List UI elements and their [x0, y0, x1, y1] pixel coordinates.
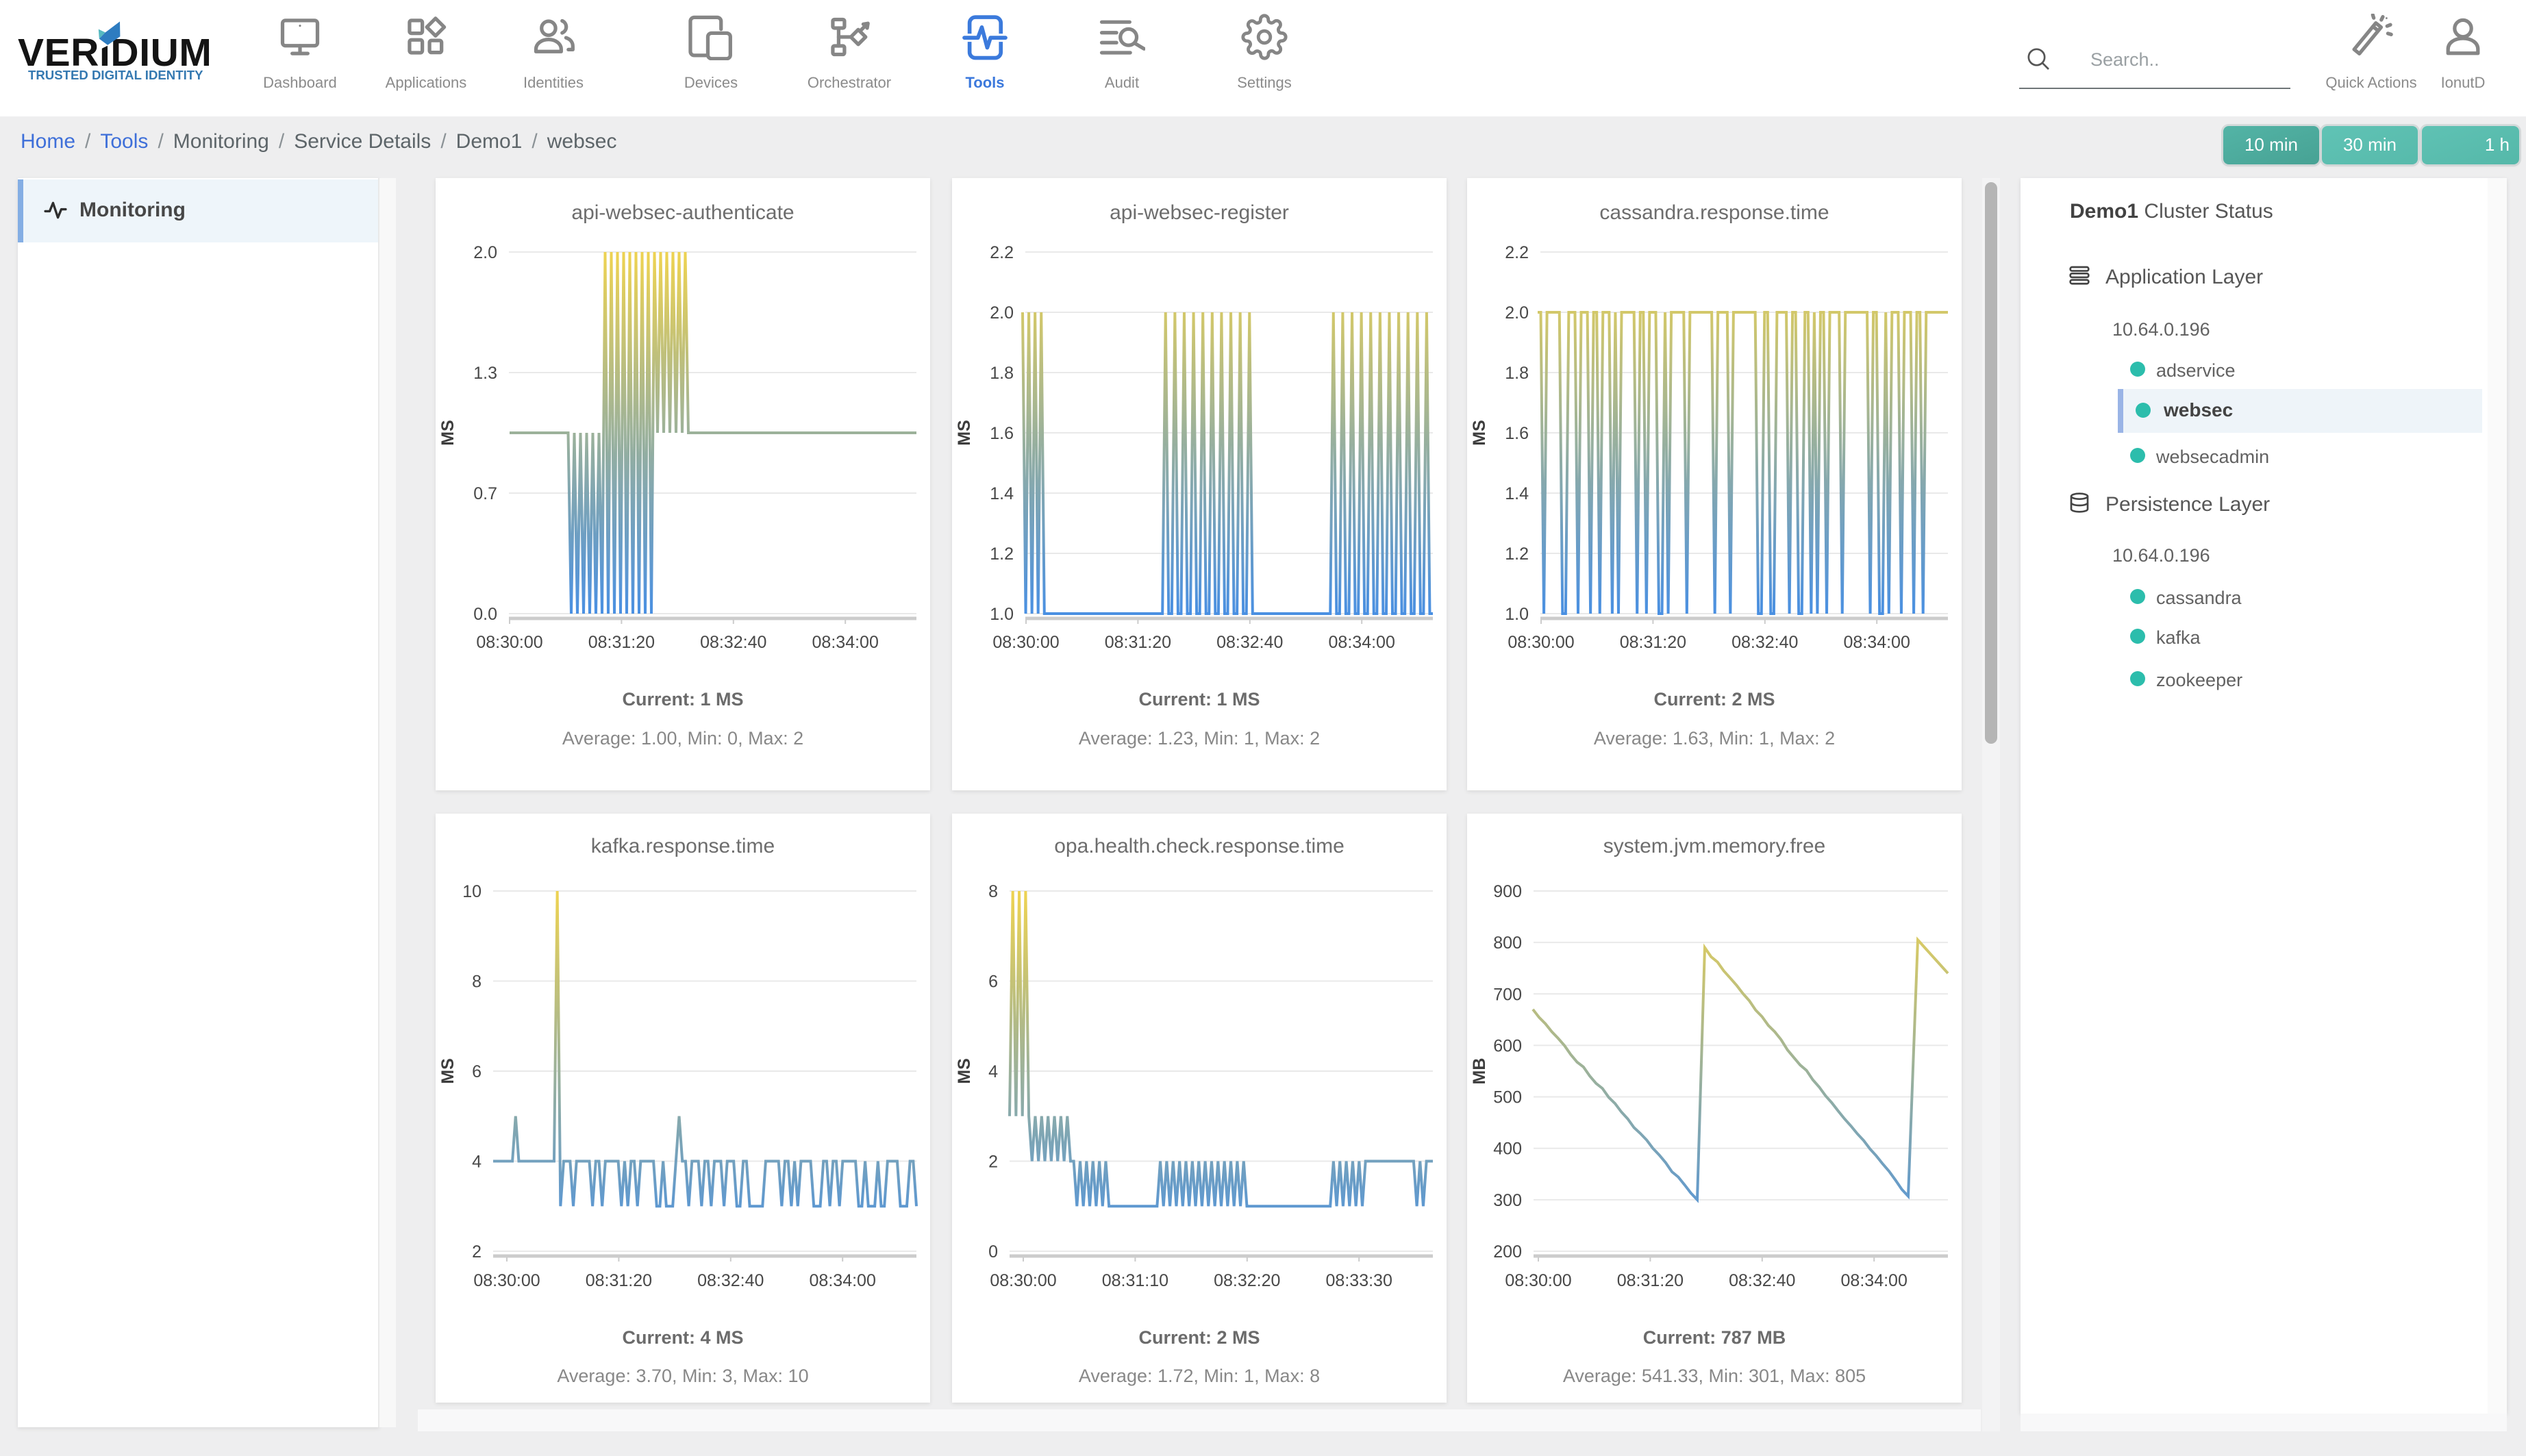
svg-text:api-websec-authenticate: api-websec-authenticate: [571, 201, 794, 224]
svg-text:Average: 541.33, Min: 301, Max: Average: 541.33, Min: 301, Max: 805: [1563, 1365, 1866, 1385]
svg-text:08:34:00: 08:34:00: [810, 1270, 876, 1290]
svg-text:08:32:40: 08:32:40: [697, 1270, 764, 1290]
svg-text:Current: 2 MS: Current: 2 MS: [1653, 689, 1775, 710]
svg-text:MS: MS: [1470, 420, 1489, 446]
svg-text:08:30:00: 08:30:00: [1505, 1270, 1571, 1290]
svg-text:cassandra.response.time: cassandra.response.time: [1599, 201, 1829, 224]
svg-text:08:31:20: 08:31:20: [588, 633, 655, 652]
svg-text:MS: MS: [438, 1057, 458, 1083]
svg-text:0.7: 0.7: [473, 484, 497, 503]
svg-text:08:31:20: 08:31:20: [1620, 633, 1686, 652]
svg-text:Average: 3.70, Min: 3, Max: 10: Average: 3.70, Min: 3, Max: 10: [557, 1365, 808, 1385]
svg-text:0: 0: [988, 1242, 997, 1261]
svg-text:08:33:30: 08:33:30: [1325, 1270, 1392, 1290]
svg-text:08:30:00: 08:30:00: [992, 633, 1058, 652]
svg-text:4: 4: [472, 1152, 482, 1171]
svg-text:08:31:20: 08:31:20: [1104, 633, 1171, 652]
svg-text:08:34:00: 08:34:00: [812, 633, 879, 652]
svg-text:MB: MB: [1470, 1057, 1489, 1084]
svg-text:1.4: 1.4: [1505, 484, 1529, 503]
svg-text:1.0: 1.0: [1505, 605, 1529, 624]
svg-text:system.jvm.memory.free: system.jvm.memory.free: [1603, 834, 1825, 857]
svg-text:MS: MS: [438, 420, 458, 446]
svg-text:Current: 1 MS: Current: 1 MS: [622, 689, 743, 710]
svg-text:Average: 1.00, Min: 0, Max: 2: Average: 1.00, Min: 0, Max: 2: [562, 728, 803, 749]
svg-text:08:34:00: 08:34:00: [1844, 633, 1910, 652]
svg-text:08:32:40: 08:32:40: [1731, 633, 1798, 652]
svg-text:4: 4: [988, 1062, 997, 1081]
svg-text:8: 8: [988, 881, 997, 901]
svg-text:08:30:00: 08:30:00: [989, 1270, 1055, 1290]
svg-text:08:30:00: 08:30:00: [476, 633, 542, 652]
svg-text:2.0: 2.0: [1505, 303, 1529, 323]
svg-text:1.2: 1.2: [989, 544, 1013, 564]
svg-text:1.0: 1.0: [989, 605, 1013, 624]
svg-text:6: 6: [988, 972, 997, 991]
svg-text:6: 6: [472, 1062, 482, 1081]
svg-text:200: 200: [1493, 1242, 1522, 1261]
svg-text:1.3: 1.3: [473, 364, 497, 383]
svg-text:2.0: 2.0: [473, 243, 497, 262]
svg-text:2.2: 2.2: [1505, 243, 1529, 262]
svg-text:08:32:40: 08:32:40: [1216, 633, 1282, 652]
svg-text:Current: 1 MS: Current: 1 MS: [1138, 689, 1259, 710]
svg-text:08:32:40: 08:32:40: [1729, 1270, 1795, 1290]
svg-text:08:30:00: 08:30:00: [473, 1270, 540, 1290]
svg-text:opa.health.check.response.time: opa.health.check.response.time: [1053, 834, 1344, 857]
svg-text:1.2: 1.2: [1505, 544, 1529, 564]
svg-text:08:31:10: 08:31:10: [1101, 1270, 1168, 1290]
svg-text:600: 600: [1493, 1035, 1522, 1055]
svg-text:1.4: 1.4: [989, 484, 1013, 503]
svg-text:2: 2: [988, 1152, 997, 1171]
svg-text:Current: 787 MB: Current: 787 MB: [1643, 1327, 1786, 1347]
svg-text:08:31:20: 08:31:20: [586, 1270, 652, 1290]
svg-text:Average: 1.23, Min: 1, Max: 2: Average: 1.23, Min: 1, Max: 2: [1078, 728, 1319, 749]
svg-text:0.0: 0.0: [473, 605, 497, 624]
svg-text:2.2: 2.2: [989, 243, 1013, 262]
svg-text:08:31:20: 08:31:20: [1617, 1270, 1684, 1290]
svg-text:800: 800: [1493, 933, 1522, 952]
svg-text:500: 500: [1493, 1088, 1522, 1107]
svg-text:MS: MS: [954, 1057, 973, 1083]
svg-text:Current: 4 MS: Current: 4 MS: [622, 1327, 743, 1347]
svg-text:08:32:40: 08:32:40: [700, 633, 766, 652]
svg-text:Average: 1.72, Min: 1, Max: 8: Average: 1.72, Min: 1, Max: 8: [1078, 1365, 1319, 1385]
svg-text:1.8: 1.8: [1505, 364, 1529, 383]
svg-text:900: 900: [1493, 881, 1522, 901]
svg-text:1.8: 1.8: [989, 364, 1013, 383]
svg-text:300: 300: [1493, 1190, 1522, 1209]
svg-text:2.0: 2.0: [989, 303, 1013, 323]
svg-text:400: 400: [1493, 1139, 1522, 1158]
svg-text:8: 8: [472, 972, 482, 991]
svg-text:Current: 2 MS: Current: 2 MS: [1138, 1327, 1259, 1347]
svg-text:08:30:00: 08:30:00: [1508, 633, 1574, 652]
svg-text:10: 10: [462, 881, 482, 901]
svg-text:2: 2: [472, 1242, 482, 1261]
svg-text:08:34:00: 08:34:00: [1328, 633, 1395, 652]
svg-text:Average: 1.63, Min: 1, Max: 2: Average: 1.63, Min: 1, Max: 2: [1594, 728, 1835, 749]
svg-text:08:32:20: 08:32:20: [1213, 1270, 1279, 1290]
svg-text:1.6: 1.6: [989, 424, 1013, 443]
svg-text:MS: MS: [954, 420, 973, 446]
svg-text:700: 700: [1493, 984, 1522, 1003]
svg-text:1.6: 1.6: [1505, 424, 1529, 443]
svg-text:08:34:00: 08:34:00: [1841, 1270, 1908, 1290]
svg-text:api-websec-register: api-websec-register: [1109, 201, 1288, 224]
svg-text:kafka.response.time: kafka.response.time: [591, 834, 775, 857]
